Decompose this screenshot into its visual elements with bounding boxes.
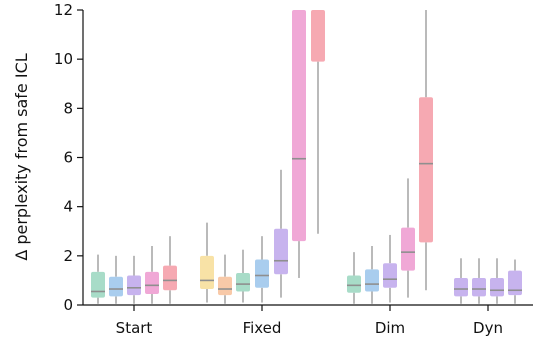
y-tick-label: 4: [63, 198, 73, 216]
box-iqr: [200, 255, 214, 290]
box-fixed-9: [255, 236, 269, 303]
box-iqr: [454, 277, 468, 297]
box-dim-17: [419, 10, 433, 291]
box-iqr: [508, 270, 522, 296]
x-tick-label-dim: Dim: [375, 319, 405, 337]
y-tick-label: 8: [63, 99, 73, 117]
box-dyn-18: [454, 258, 468, 304]
box-iqr: [91, 271, 105, 298]
box-iqr: [292, 10, 306, 242]
box-iqr: [347, 275, 361, 293]
y-tick-label: 2: [63, 247, 73, 265]
box-iqr: [401, 227, 415, 271]
box-dim-14: [365, 246, 379, 304]
box-start-3: [127, 255, 141, 304]
box-iqr: [163, 265, 177, 291]
box-fixed-10: [274, 169, 288, 298]
box-dim-16: [401, 178, 415, 298]
box-fixed-12: [311, 10, 325, 234]
box-iqr: [255, 259, 269, 288]
x-tick-label-dyn: Dyn: [473, 319, 503, 337]
box-dim-13: [347, 252, 361, 304]
box-start-5: [163, 236, 177, 304]
box-start-2: [109, 255, 123, 304]
x-tick-label-start: Start: [116, 319, 153, 337]
box-dyn-20: [490, 258, 504, 304]
box-iqr: [419, 97, 433, 243]
box-iqr: [490, 277, 504, 297]
box-iqr: [365, 269, 379, 292]
box-iqr: [127, 275, 141, 296]
y-axis: 0 2 4 6 8 10 12: [54, 1, 84, 314]
box-fixed-6: [200, 222, 214, 303]
box-dyn-21: [508, 259, 522, 304]
box-start-4: [145, 246, 159, 304]
box-iqr: [218, 276, 232, 296]
box-iqr: [109, 276, 123, 297]
y-tick-label: 0: [63, 296, 73, 314]
box-fixed-7: [218, 254, 232, 304]
box-iqr: [472, 277, 486, 297]
y-axis-label: Δ perplexity from safe ICL: [12, 53, 31, 260]
box-iqr: [311, 10, 325, 62]
x-axis: Start Fixed Dim Dyn: [83, 304, 533, 337]
box-iqr: [236, 273, 250, 292]
box-iqr: [145, 271, 159, 294]
y-tick-label: 6: [63, 149, 73, 167]
box-dyn-19: [472, 258, 486, 304]
box-start-1: [91, 254, 105, 304]
box-iqr: [274, 228, 288, 275]
box-iqr: [383, 263, 397, 288]
box-dim-15: [383, 234, 397, 303]
box-fixed-11: [292, 10, 306, 278]
plot-area: [91, 10, 522, 304]
y-tick-label: 12: [54, 1, 73, 19]
y-tick-label: 10: [54, 50, 73, 68]
x-tick-label-fixed: Fixed: [243, 319, 282, 337]
box-fixed-8: [236, 249, 250, 303]
